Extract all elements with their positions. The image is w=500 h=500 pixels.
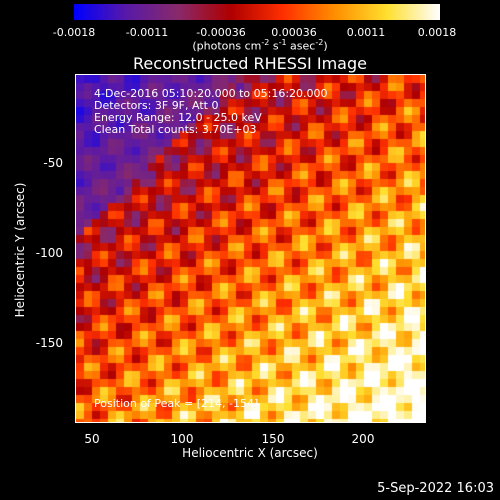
y-tick-label: -150 — [35, 336, 63, 350]
y-tick-label: -100 — [35, 246, 63, 260]
y-tick-label: -50 — [43, 156, 63, 170]
colorbar — [74, 4, 440, 20]
colorbar-tick-label: 0.0018 — [417, 26, 457, 39]
plot-title: Reconstructed RHESSI Image — [133, 54, 367, 73]
peak-position-label: Position of Peak = [214, -154] — [94, 397, 259, 410]
colorbar-tick-label: -0.00036 — [196, 26, 246, 39]
x-tick-label: 200 — [351, 432, 375, 446]
colorbar-tick-label: 0.0011 — [346, 26, 386, 39]
x-tick-label: 150 — [261, 432, 285, 446]
plot-frame — [75, 74, 426, 423]
x-tick-label: 50 — [84, 432, 100, 446]
x-tick-label: 100 — [170, 432, 194, 446]
info-clean-counts: Clean Total counts: 3.70E+03 — [94, 123, 257, 136]
colorbar-tick-label: 0.00036 — [271, 26, 317, 39]
colorbar-tick-label: -0.0011 — [125, 26, 169, 39]
colorbar-tick-label: -0.0018 — [52, 26, 96, 39]
info-detectors: Detectors: 3F 9F, Att 0 — [94, 99, 219, 112]
y-axis-label: Heliocentric Y (arcsec) — [13, 182, 27, 318]
info-time-range: 4-Dec-2016 05:10:20.000 to 05:16:20.000 — [94, 87, 328, 100]
heatmap-image — [76, 75, 425, 422]
colorbar-units-label: (photons cm-2 s-1 asec-2) — [192, 38, 328, 53]
x-axis-label: Heliocentric X (arcsec) — [182, 446, 318, 460]
footer-date: 5-Sep-2022 16:03 — [377, 481, 494, 496]
info-energy-range: Energy Range: 12.0 - 25.0 keV — [94, 111, 262, 124]
